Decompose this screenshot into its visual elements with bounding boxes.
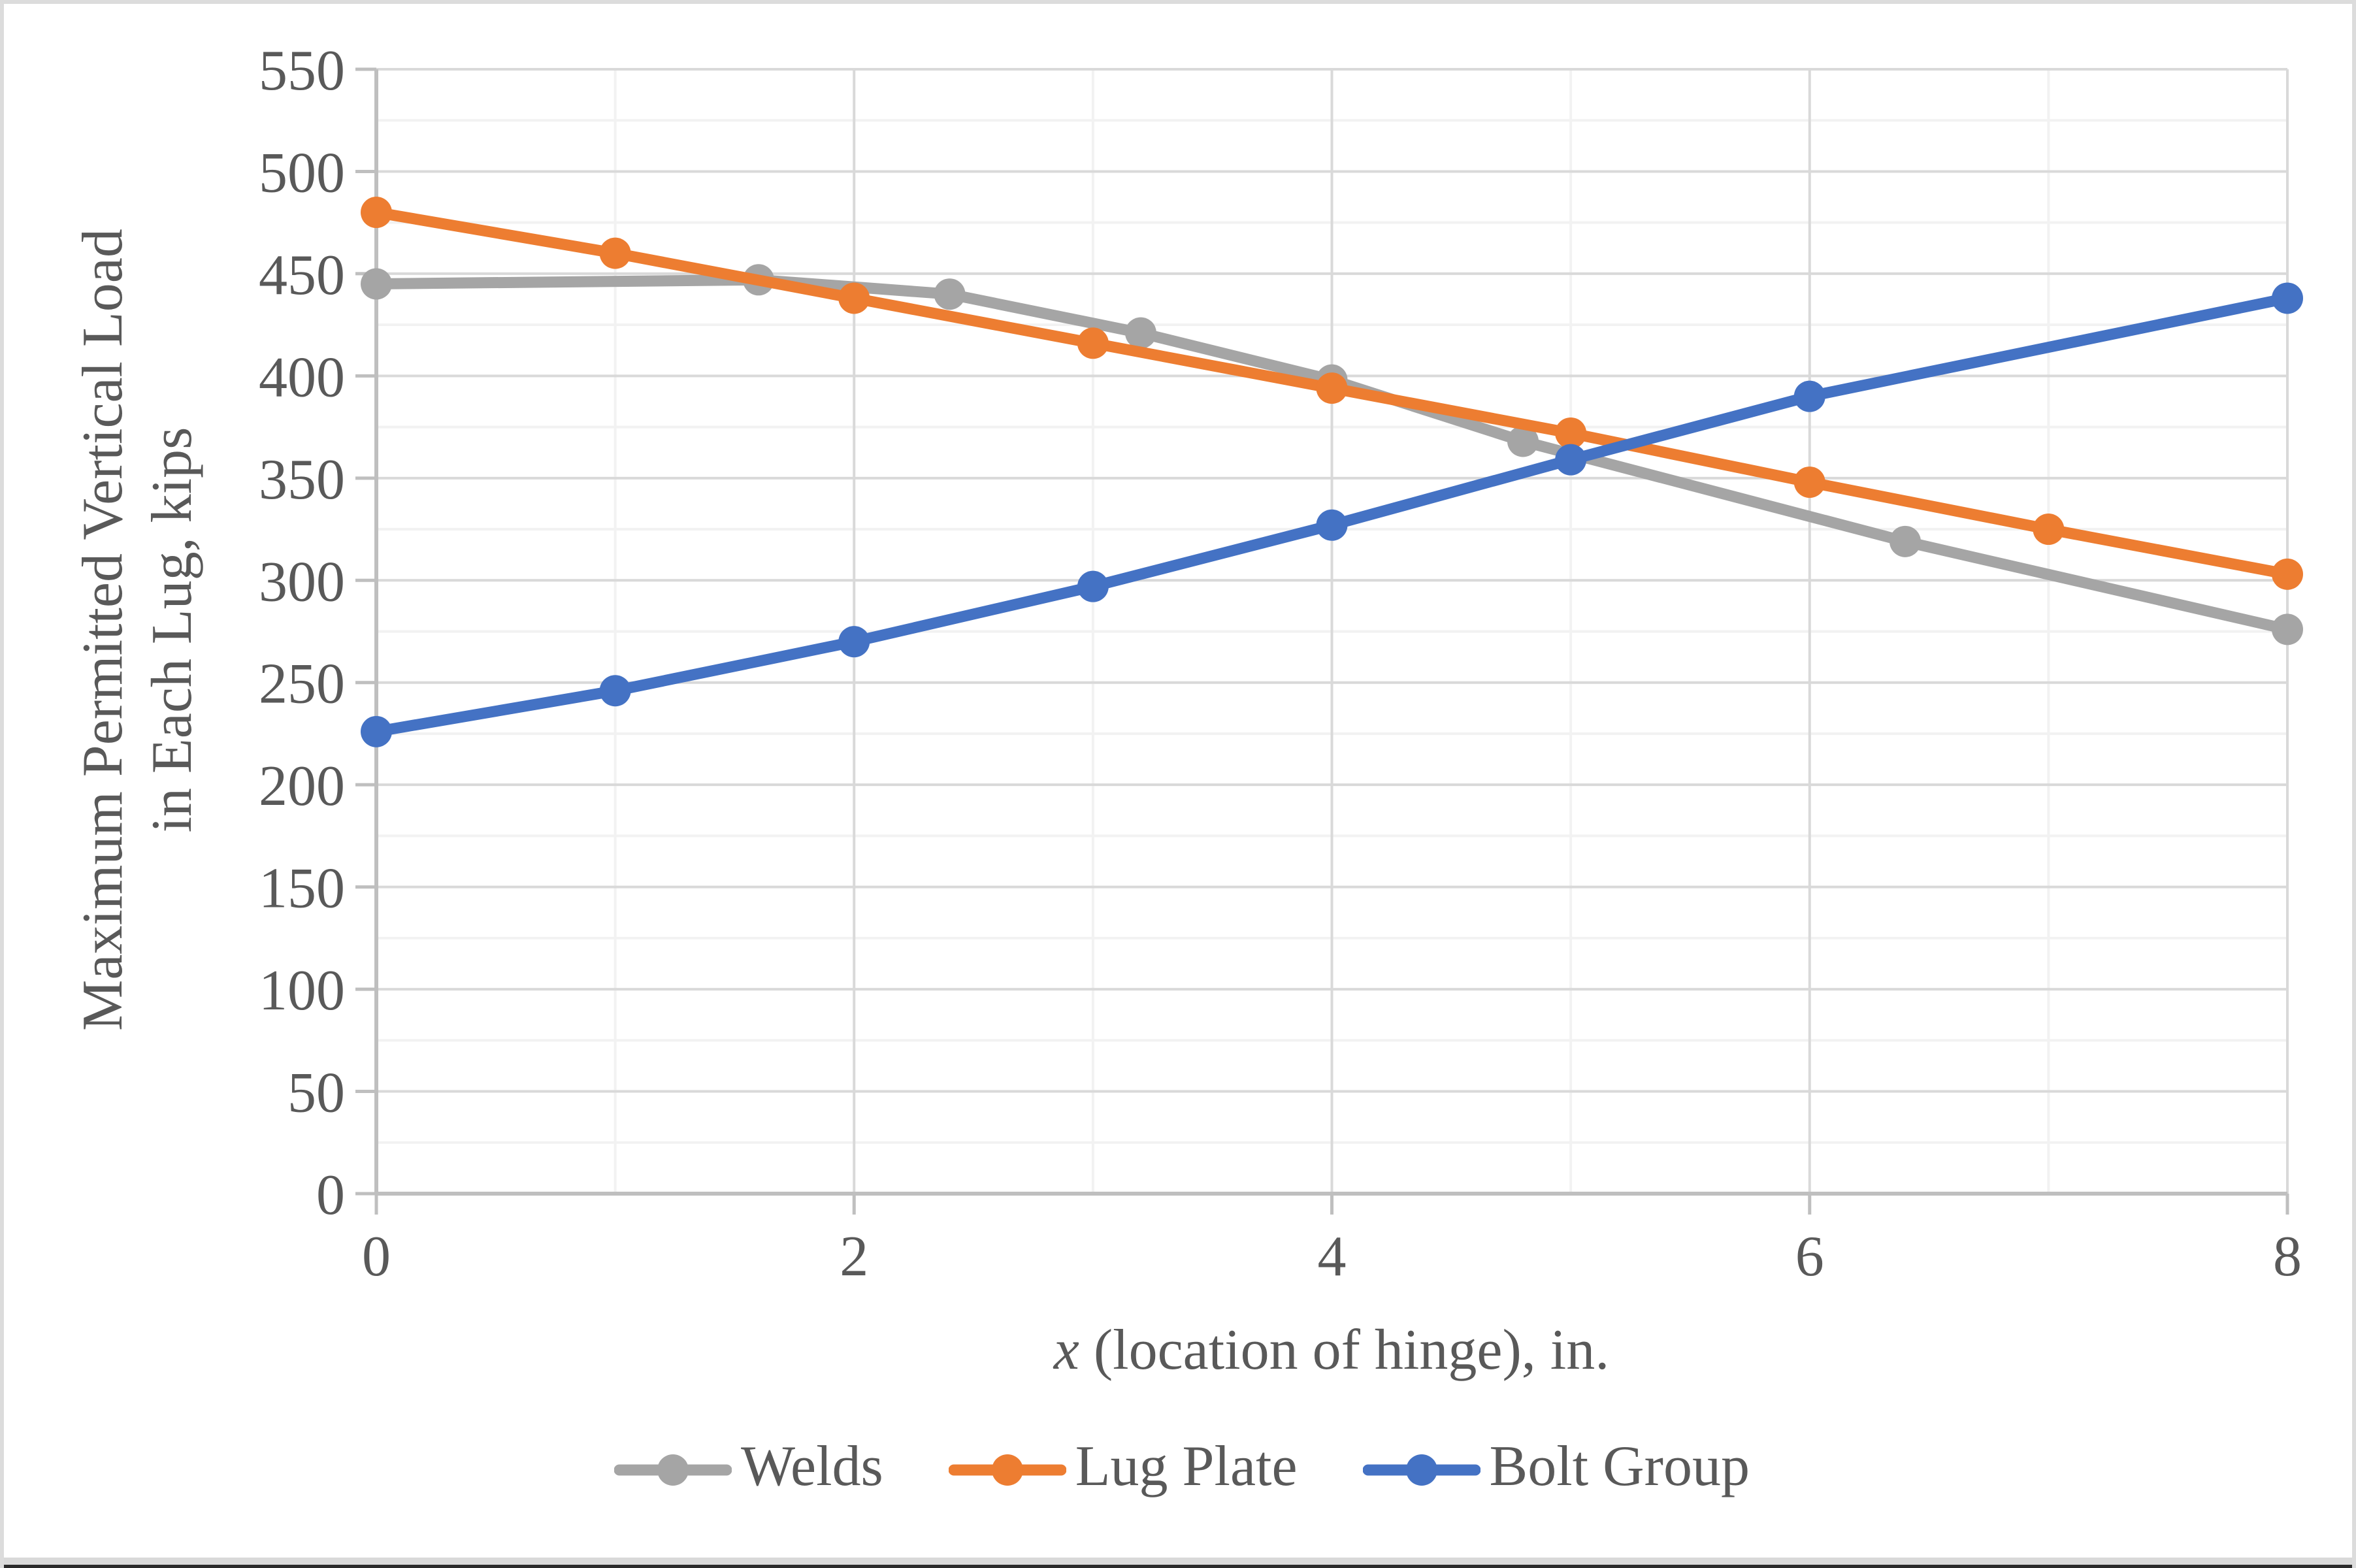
data-point-bolt-group xyxy=(838,626,870,658)
data-point-welds xyxy=(361,268,392,300)
legend-label: Lug Plate xyxy=(1075,1435,1298,1498)
data-point-welds xyxy=(1507,425,1539,457)
x-axis-title-rest: (location of hinge), in. xyxy=(1079,1318,1610,1382)
data-point-lug-plate xyxy=(1316,372,1348,404)
legend-item-welds: Welds xyxy=(614,1438,883,1502)
y-axis-title: Maximum Permitted Vertical Load in Each … xyxy=(69,229,207,1031)
legend: Welds Lug Plate Bolt Group xyxy=(4,1435,2352,1502)
y-tick-label: 400 xyxy=(259,346,345,409)
data-point-bolt-group xyxy=(1077,570,1109,602)
data-point-welds xyxy=(2272,613,2303,645)
data-point-lug-plate xyxy=(1555,417,1587,449)
x-tick-label: 6 xyxy=(1795,1225,1824,1288)
y-tick-label: 350 xyxy=(259,448,345,512)
data-point-bolt-group xyxy=(361,715,392,747)
x-axis-title-variable: x xyxy=(1053,1318,1079,1382)
data-point-lug-plate xyxy=(1077,327,1109,359)
data-point-bolt-group xyxy=(599,675,631,707)
y-tick-label: 150 xyxy=(259,857,345,921)
data-point-bolt-group xyxy=(1793,380,1825,412)
y-tick-label: 200 xyxy=(259,755,345,818)
data-point-lug-plate xyxy=(2272,558,2303,590)
data-point-lug-plate xyxy=(599,237,631,269)
y-tick-label: 550 xyxy=(259,39,345,103)
legend-item-lug-plate: Lug Plate xyxy=(948,1435,1298,1502)
legend-marker-icon xyxy=(614,1454,732,1486)
data-point-lug-plate xyxy=(2033,514,2065,546)
y-tick-label: 300 xyxy=(259,550,345,613)
legend-label: Welds xyxy=(741,1435,883,1498)
y-tick-label: 250 xyxy=(259,653,345,716)
data-point-welds xyxy=(934,278,966,310)
x-tick-label: 8 xyxy=(2273,1225,2302,1288)
data-point-welds xyxy=(1125,317,1156,349)
x-tick-label: 2 xyxy=(840,1225,868,1288)
legend-item-bolt-group: Bolt Group xyxy=(1362,1435,1750,1502)
data-point-lug-plate xyxy=(1793,466,1825,498)
y-tick-label: 50 xyxy=(287,1062,345,1125)
data-point-bolt-group xyxy=(1555,444,1587,476)
data-point-lug-plate xyxy=(838,282,870,314)
data-point-lug-plate xyxy=(361,197,392,229)
plot-area: 0 50 100 150 200 250 300 350 400 450 500 550 0 2 4 6 8 xyxy=(259,39,2303,1288)
x-tick-label: 4 xyxy=(1318,1225,1347,1288)
x-tick-label: 0 xyxy=(362,1225,391,1288)
data-point-bolt-group xyxy=(2272,282,2303,314)
y-tick-label: 0 xyxy=(316,1164,345,1227)
data-point-bolt-group xyxy=(1316,509,1348,541)
data-point-welds xyxy=(1890,525,1921,557)
y-axis-title-line2: in Each Lug, kips xyxy=(140,427,204,833)
legend-marker-icon xyxy=(1362,1454,1481,1486)
y-tick-label: 100 xyxy=(259,959,345,1022)
y-axis-title-line1: Maximum Permitted Vertical Load xyxy=(71,229,135,1031)
series-line-bolt-group xyxy=(370,292,2293,738)
x-axis-title: x (location of hinge), in. xyxy=(1054,1317,1609,1383)
legend-label: Bolt Group xyxy=(1489,1435,1750,1498)
screen-bottom-edge xyxy=(4,1565,2352,1568)
legend-marker-icon xyxy=(948,1454,1066,1486)
y-tick-label: 500 xyxy=(259,141,345,204)
y-tick-label: 450 xyxy=(259,244,345,307)
